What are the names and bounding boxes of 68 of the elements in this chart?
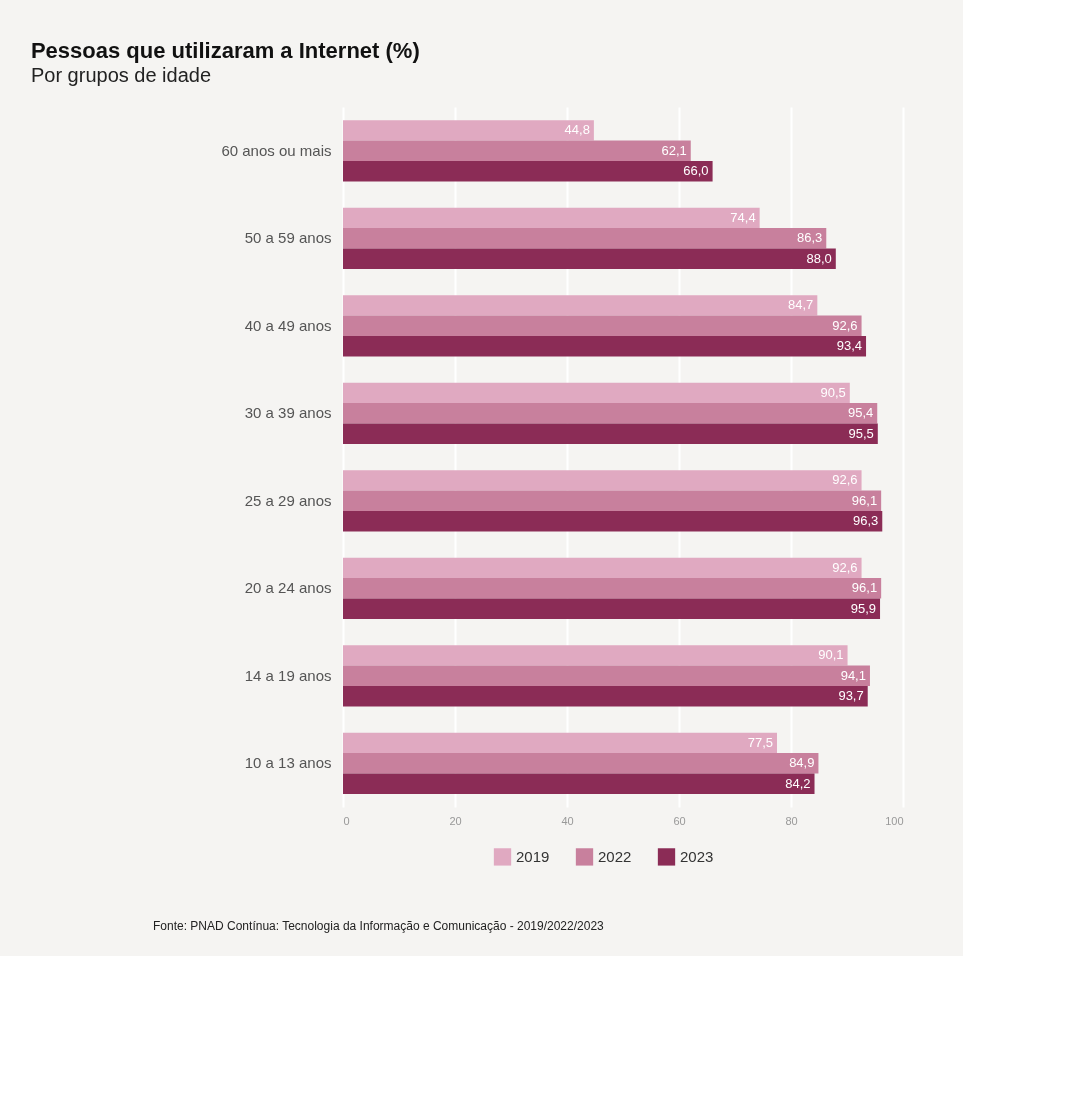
- y-tick-label: 14 a 19 anos: [244, 666, 332, 684]
- y-tick-label: 60 anos ou mais: [221, 141, 332, 159]
- bar: [343, 160, 713, 182]
- data-label: 96,3: [852, 513, 879, 529]
- data-label: 84,9: [789, 755, 815, 771]
- bar: [343, 207, 760, 229]
- data-label: 94,1: [840, 667, 866, 683]
- data-label: 95,5: [848, 425, 874, 441]
- data-label: 90,5: [820, 384, 846, 400]
- data-label: 84,7: [788, 297, 814, 313]
- bar: [343, 120, 594, 141]
- data-label: 62,1: [661, 142, 687, 158]
- data-label: 77,5: [747, 734, 773, 750]
- bar: [343, 578, 882, 599]
- bar: [343, 753, 819, 774]
- bar: [343, 423, 878, 444]
- x-tick-label: 20: [449, 814, 462, 827]
- data-label: 93,4: [836, 338, 863, 354]
- data-label: 96,1: [851, 580, 878, 596]
- text: Por grupos de idade: [30, 64, 212, 86]
- data-label: 66,0: [683, 163, 709, 179]
- y-tick-label: 50 a 59 anos: [244, 229, 332, 247]
- bar: [343, 685, 868, 707]
- data-label: 92,6: [832, 317, 858, 333]
- data-label: 92,6: [832, 559, 858, 575]
- chart-title: Pessoas que utilizaram a Internet (%): [30, 38, 420, 63]
- data-label: 90,1: [818, 647, 844, 663]
- data-label: 96,1: [851, 492, 878, 508]
- data-label: 74,4: [730, 209, 756, 225]
- x-tick-label: 60: [673, 814, 686, 827]
- legend-label: 2022: [598, 847, 632, 865]
- bar: [343, 490, 882, 511]
- data-label: 86,3: [796, 230, 823, 246]
- data-label: 88,0: [806, 250, 832, 266]
- data-label: 93,7: [838, 688, 864, 704]
- y-tick-label: 25 a 29 anos: [244, 491, 332, 509]
- bar: [343, 665, 870, 686]
- data-label: 84,2: [785, 775, 811, 791]
- legend-label: 2019: [516, 847, 550, 865]
- source-note: Fonte: PNAD Contínua: Tecnologia da Informação e Comunicação - 2019/2022/2023: [153, 919, 605, 933]
- y-tick-label: 40 a 49 anos: [244, 316, 332, 334]
- bar: [343, 248, 836, 269]
- x-tick-label: 100: [885, 814, 904, 827]
- bar: [343, 510, 883, 532]
- bar: [343, 335, 867, 357]
- y-tick-label: 20 a 24 anos: [244, 579, 332, 597]
- bar: [343, 645, 848, 666]
- bar: [343, 382, 850, 404]
- data-label: 44,8: [564, 122, 590, 138]
- bar: [343, 140, 691, 161]
- bar: [343, 598, 881, 619]
- bar: [343, 228, 827, 249]
- legend-label: 2023: [680, 847, 714, 865]
- x-tick-label: 40: [561, 814, 574, 827]
- bar: [343, 732, 777, 754]
- bar: [343, 315, 862, 336]
- bar: [343, 403, 878, 424]
- y-tick-label: 10 a 13 anos: [244, 754, 332, 772]
- y-tick-label: 30 a 39 anos: [244, 404, 332, 422]
- data-label: 95,4: [847, 405, 874, 421]
- bar: [343, 470, 862, 491]
- bar: [343, 295, 818, 316]
- data-label: 92,6: [832, 472, 858, 488]
- data-label: 95,9: [850, 600, 877, 616]
- bar: [343, 557, 862, 579]
- x-tick-label: 80: [785, 814, 798, 827]
- x-tick-label: 0: [343, 814, 350, 827]
- bar: [343, 773, 815, 794]
